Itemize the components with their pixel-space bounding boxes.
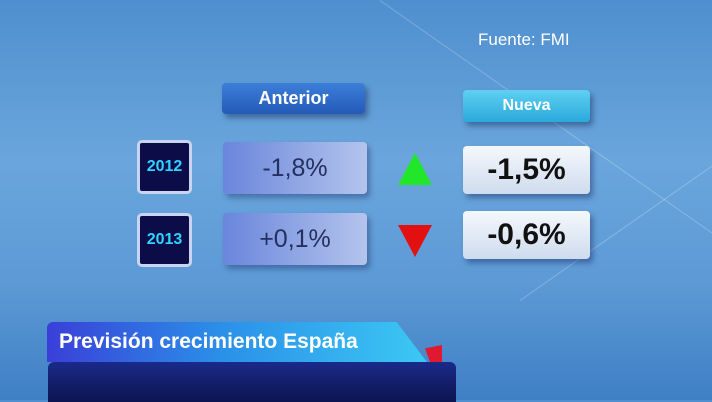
caption-banner: Previsión crecimiento España (47, 322, 427, 362)
previous-value: +0,1% (223, 213, 367, 265)
year-badge: 2013 (137, 213, 192, 267)
header-new: Nueva (463, 90, 590, 122)
source-label: Fuente: FMI (478, 30, 570, 49)
new-value: -0,6% (463, 211, 590, 259)
lower-third-panel (48, 362, 456, 402)
year-badge: 2012 (137, 140, 192, 194)
arrow-up-icon (398, 153, 432, 185)
previous-value: -1,8% (223, 142, 367, 194)
arrow-down-icon (398, 225, 432, 257)
header-previous: Anterior (222, 83, 365, 114)
new-value: -1,5% (463, 146, 590, 194)
banner-accent (425, 345, 442, 362)
